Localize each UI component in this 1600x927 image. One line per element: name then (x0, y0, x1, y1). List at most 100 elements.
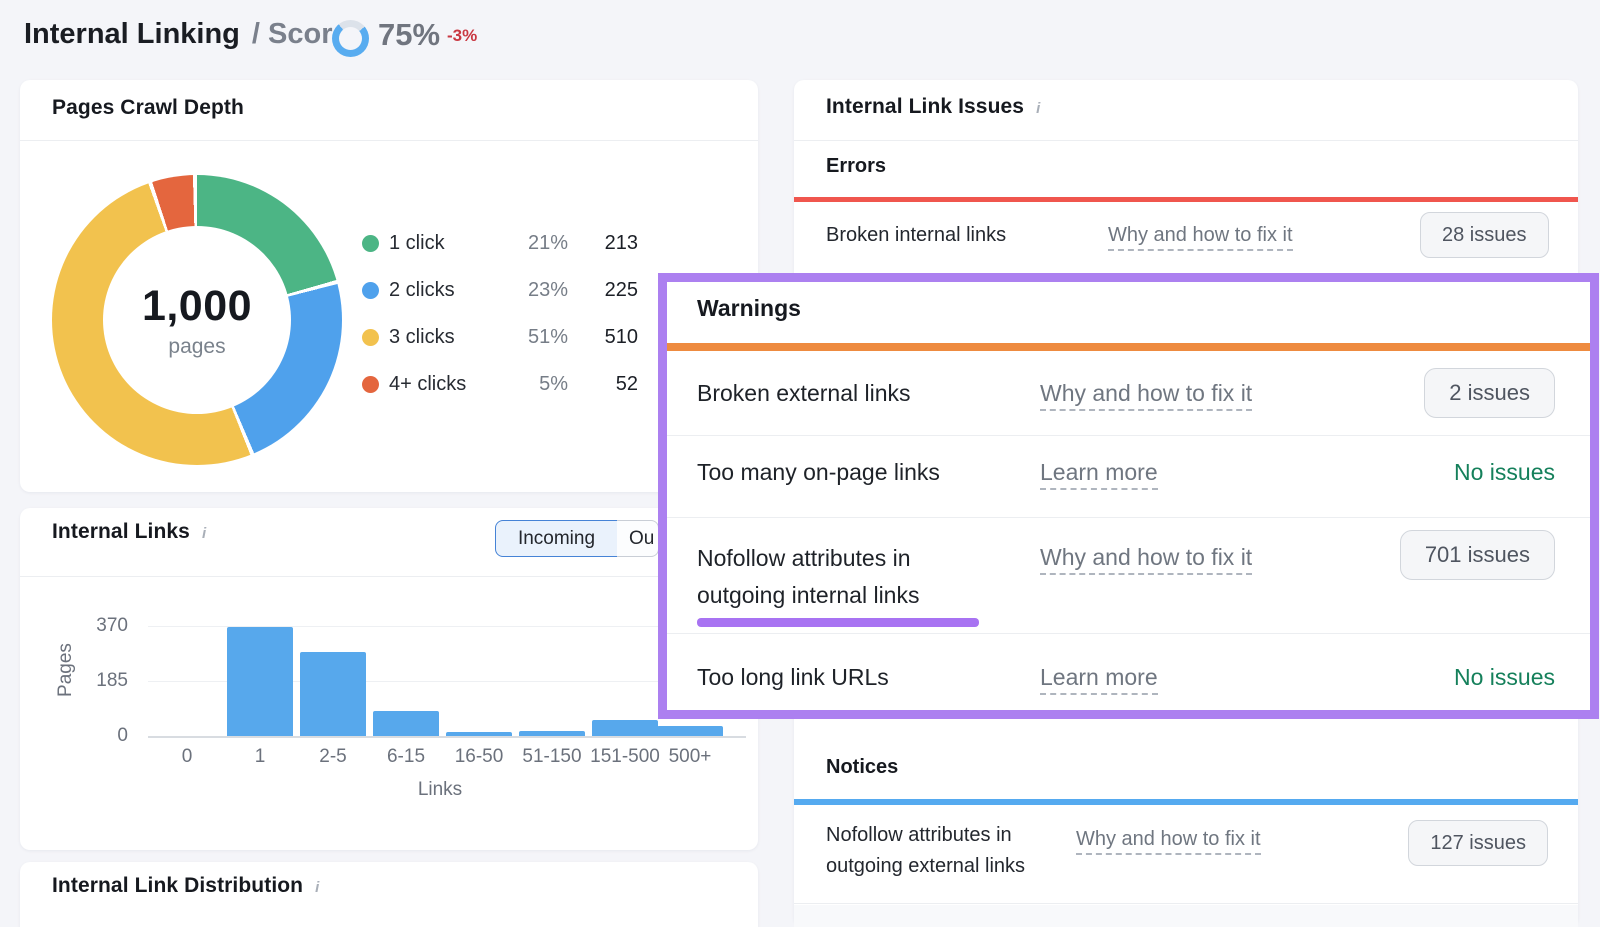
x-tick-label: 1 (254, 746, 266, 767)
internal-links-card (20, 508, 758, 850)
no-issues-value: No issues (1454, 458, 1555, 485)
y-tick-label: 185 (96, 670, 128, 691)
issue-row-broken-internal-links: Broken internal links Why and how to fix… (826, 210, 1549, 260)
bar (519, 731, 585, 736)
x-tick-label: 51-150 (522, 746, 582, 767)
issue-label: Broken internal links (826, 223, 1007, 246)
notices-bottom-divider (794, 903, 1578, 904)
page-header: Internal Linking / Score: (24, 18, 358, 51)
legend-item: 2 clicks 23% 225 (362, 277, 638, 303)
warnings-row-divider (667, 435, 1590, 436)
score-value: 75% (378, 17, 441, 52)
notices-accent-bar (794, 799, 1578, 805)
x-tick-label: 6-15 (386, 746, 426, 767)
incoming-toggle-button[interactable]: Incoming (495, 520, 618, 557)
learn-more-link[interactable]: Learn more (1040, 458, 1158, 490)
crawl-depth-title: Pages Crawl Depth (52, 96, 244, 119)
info-icon[interactable]: i (315, 878, 320, 896)
gridline (148, 736, 746, 738)
y-tick-label: 0 (117, 725, 128, 746)
why-how-fix-link[interactable]: Why and how to fix it (1040, 544, 1253, 575)
gridline (148, 626, 746, 627)
distribution-title: Internal Link Distribution (52, 874, 304, 897)
issues-count-button[interactable]: 2 issues (1424, 368, 1555, 418)
y-axis-title: Pages (55, 643, 76, 697)
next-row-strip (794, 905, 1578, 927)
issues-title: Internal Link Issues (826, 95, 1025, 118)
x-axis-title: Links (417, 779, 463, 800)
issue-label: Nofollow attributes in outgoing internal… (697, 526, 1040, 627)
internal-links-header-divider (20, 576, 758, 577)
learn-more-link[interactable]: Learn more (1040, 663, 1158, 695)
warning-row-broken-external: Broken external links Why and how to fix… (697, 366, 1555, 420)
legend-dot-icon (362, 234, 379, 252)
issue-label: Nofollow attributes in outgoing external… (826, 824, 1026, 877)
legend-count: 52 (615, 373, 638, 396)
legend-dot-icon (362, 281, 379, 299)
page-title: Internal Linking (24, 18, 240, 50)
why-how-fix-link[interactable]: Why and how to fix it (1040, 379, 1253, 411)
bar (657, 726, 723, 736)
donut-center-label: pages (168, 334, 226, 358)
warning-row-too-many-links: Too many on-page links Learn more No iss… (697, 448, 1555, 496)
why-how-fix-link[interactable]: Why and how to fix it (1108, 223, 1293, 251)
legend-count: 225 (604, 278, 638, 301)
issues-header-divider (794, 140, 1578, 141)
issues-count-button[interactable]: 28 issues (1420, 212, 1549, 258)
x-tick-label: 151-500 (590, 746, 660, 767)
legend-label: 2 clicks (389, 278, 455, 301)
why-how-fix-link[interactable]: Why and how to fix it (1076, 828, 1261, 855)
bar (227, 627, 293, 736)
warnings-accent-bar (667, 343, 1590, 351)
issues-count-button[interactable]: 127 issues (1408, 820, 1548, 866)
legend-label: 1 click (389, 231, 445, 254)
legend-label: 3 clicks (389, 326, 455, 349)
issue-label: Too many on-page links (697, 458, 940, 485)
donut-legend: 1 click 21% 213 2 clicks 23% 225 3 clicks 51% 51… (362, 230, 638, 398)
outgoing-toggle-label: Ou (629, 527, 655, 549)
score-delta: -3% (447, 26, 478, 45)
incoming-toggle-label: Incoming (517, 527, 596, 549)
info-icon[interactable]: i (201, 524, 207, 542)
issue-row-nofollow-external: Nofollow attributes in outgoing external… (826, 820, 1548, 900)
x-tick-label: 500+ (668, 746, 712, 767)
internal-links-title: Internal Links (52, 520, 190, 543)
donut-center: 1,000 pages (103, 226, 291, 414)
legend-percent: 21% (527, 231, 568, 254)
legend-percent: 51% (527, 326, 568, 349)
warning-row-nofollow-internal: Nofollow attributes in outgoing internal… (697, 526, 1555, 632)
notices-heading: Notices (826, 756, 899, 778)
legend-percent: 5% (539, 373, 568, 396)
x-tick-label: 16-50 (454, 746, 504, 767)
bar (300, 652, 366, 736)
score-ring-icon (332, 20, 369, 57)
errors-accent-bar (794, 197, 1578, 202)
outgoing-toggle-button[interactable]: Ou (617, 520, 659, 557)
score-ring-hole (339, 27, 362, 50)
purple-underline-annotation (697, 618, 979, 627)
legend-dot-icon (362, 376, 379, 394)
issues-header: Internal Link Issues i (826, 95, 1040, 119)
gridline (148, 681, 746, 682)
no-issues-value: No issues (1454, 663, 1555, 690)
x-tick-label: 0 (181, 746, 193, 767)
x-tick-label: 2-5 (319, 746, 347, 767)
info-icon[interactable]: i (1036, 99, 1041, 117)
y-tick-label: 370 (96, 615, 128, 636)
issues-count-button[interactable]: 701 issues (1399, 530, 1555, 580)
bar (592, 720, 658, 736)
legend-percent: 23% (527, 278, 568, 301)
legend-dot-icon (362, 329, 379, 347)
crawl-depth-header-divider (20, 140, 758, 141)
warnings-row-divider (667, 633, 1590, 634)
errors-heading: Errors (826, 155, 887, 177)
issue-label-text: Nofollow attributes in outgoing internal… (697, 545, 920, 608)
issue-label: Broken external links (697, 379, 911, 406)
bar (446, 732, 512, 736)
bar (373, 711, 439, 736)
warning-row-too-long-urls: Too long link URLs Learn more No issues (697, 650, 1555, 704)
legend-count: 510 (604, 326, 638, 349)
legend-label: 4+ clicks (389, 373, 467, 396)
issue-label: Too long link URLs (697, 663, 889, 690)
